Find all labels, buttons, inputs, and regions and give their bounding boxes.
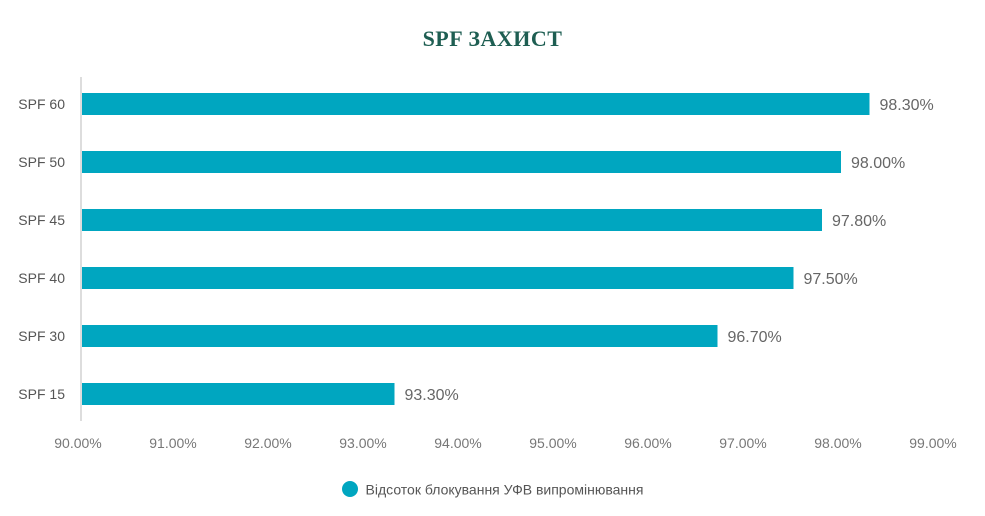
x-tick-label: 90.00% [54,435,101,451]
data-label: 96.70% [728,329,782,346]
x-tick-label: 99.00% [909,435,956,451]
category-label: SPF 45 [18,212,65,228]
category-label: SPF 15 [18,386,65,402]
data-label: 98.30% [880,97,934,114]
x-tick-label: 93.00% [339,435,386,451]
category-label: SPF 60 [18,96,65,112]
chart-title: SPF ЗАХИСТ [422,26,563,51]
bar [82,93,870,115]
category-label: SPF 30 [18,328,65,344]
bar [82,325,718,347]
x-tick-label: 95.00% [529,435,576,451]
x-tick-label: 98.00% [814,435,861,451]
legend: Відсоток блокування УФВ випромінювання [0,480,985,498]
x-tick-label: 92.00% [244,435,291,451]
x-tick-label: 96.00% [624,435,671,451]
category-label: SPF 50 [18,154,65,170]
legend-label: Відсоток блокування УФВ випромінювання [365,481,644,498]
category-label: SPF 40 [18,270,65,286]
legend-swatch [341,481,358,498]
data-label: 97.50% [804,271,858,288]
data-label: 93.30% [405,387,459,404]
x-tick-label: 94.00% [434,435,481,451]
data-label: 98.00% [851,155,905,172]
bar [82,383,395,405]
data-label: 97.80% [832,213,886,230]
bar [82,151,841,173]
x-tick-label: 91.00% [149,435,196,451]
x-tick-label: 97.00% [719,435,766,451]
bar [82,209,822,231]
bar [82,267,794,289]
